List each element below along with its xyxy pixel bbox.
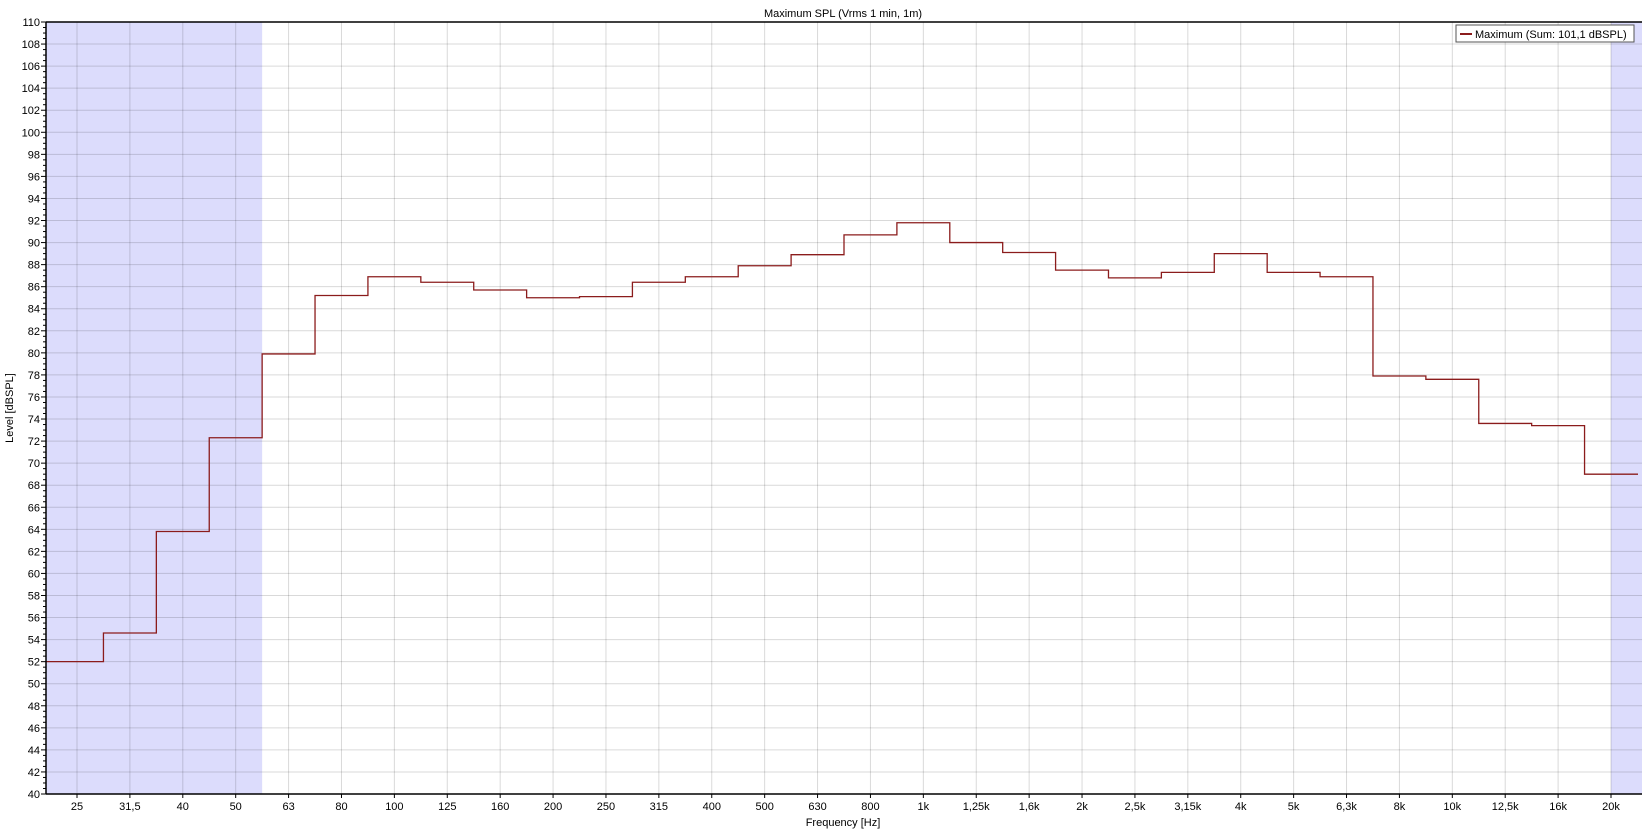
x-tick-label: 20k [1602,801,1620,813]
x-tick-label: 1,25k [963,801,990,813]
x-tick-label: 2,5k [1125,801,1146,813]
shaded-region [46,22,263,794]
y-tick-label: 94 [28,193,40,205]
x-tick-label: 50 [230,801,242,813]
x-tick-label: 160 [491,801,509,813]
y-tick-label: 70 [28,458,40,470]
y-tick-label: 66 [28,502,40,514]
y-tick-label: 60 [28,568,40,580]
y-tick-label: 90 [28,238,40,250]
x-tick-label: 8k [1394,801,1406,813]
y-tick-label: 56 [28,613,40,625]
series-layer [46,222,1638,663]
y-tick-label: 92 [28,216,40,228]
y-tick-label: 48 [28,701,40,713]
y-tick-label: 108 [22,39,40,51]
x-tick-label: 1k [918,801,930,813]
y-tick-label: 88 [28,260,40,272]
y-tick-label: 96 [28,171,40,183]
y-tick-label: 82 [28,326,40,338]
x-tick-label: 63 [282,801,294,813]
y-tick-label: 86 [28,282,40,294]
y-tick-label: 80 [28,348,40,360]
x-tick-label: 2k [1076,801,1088,813]
x-tick-label: 1,6k [1019,801,1040,813]
x-tick-label: 5k [1288,801,1300,813]
y-tick-label: 46 [28,723,40,735]
y-tick-label: 62 [28,546,40,558]
chart-title: Maximum SPL (Vrms 1 min, 1m) [764,8,922,20]
x-tick-label: 630 [808,801,826,813]
y-tick-label: 78 [28,370,40,382]
y-tick-label: 102 [22,105,40,117]
series-line [46,222,1638,663]
y-tick-label: 100 [22,127,40,139]
y-tick-label: 40 [28,789,40,801]
y-tick-label: 74 [28,414,40,426]
legend-box [1455,24,1635,43]
y-tick-label: 64 [28,524,40,536]
grid [46,21,1642,794]
y-tick-label: 84 [28,304,40,316]
x-tick-label: 4k [1235,801,1247,813]
x-tick-label: 10k [1443,801,1461,813]
shaded-regions [46,22,1642,794]
y-tick-label: 104 [22,83,40,95]
x-tick-label: 16k [1549,801,1567,813]
y-tick-label: 98 [28,149,40,161]
y-tick-label: 52 [28,657,40,669]
x-tick-label: 6,3k [1336,801,1357,813]
y-tick-label: 110 [22,17,40,29]
y-tick-label: 76 [28,392,40,404]
x-axis-label: Frequency [Hz] [806,817,881,829]
legend-label: Maximum (Sum: 101,1 dBSPL) [1475,29,1627,41]
legend[interactable]: Maximum (Sum: 101,1 dBSPL) [1455,24,1635,43]
x-tick-label: 125 [438,801,456,813]
y-axis-label: Level [dBSPL] [4,373,16,443]
shaded-region [1611,22,1642,794]
x-tick-label: 31,5 [119,801,140,813]
axes: 40 42 44 46 48 50 52 54 56 58 60 62 64 66 68 70 72 74 76 78… [22,17,1642,813]
y-tick-label: 106 [22,61,40,73]
x-tick-label: 80 [335,801,347,813]
x-tick-label: 500 [755,801,773,813]
x-tick-label: 100 [385,801,403,813]
x-tick-label: 400 [703,801,721,813]
x-tick-label: 315 [650,801,668,813]
y-tick-label: 68 [28,480,40,492]
x-tick-label: 800 [861,801,879,813]
x-tick-label: 25 [71,801,83,813]
y-tick-label: 72 [28,436,40,448]
x-tick-label: 250 [597,801,615,813]
y-tick-label: 50 [28,679,40,691]
x-tick-label: 3,15k [1174,801,1201,813]
x-tick-label: 12,5k [1492,801,1519,813]
x-tick-label: 40 [177,801,189,813]
y-tick-label: 54 [28,635,40,647]
y-tick-label: 42 [28,767,40,779]
y-tick-label: 58 [28,590,40,602]
x-tick-label: 200 [544,801,562,813]
y-tick-label: 44 [28,745,40,757]
